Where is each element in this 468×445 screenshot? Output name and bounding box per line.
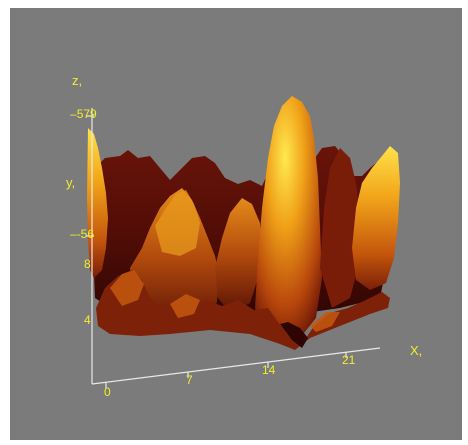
surface-dark-valley — [280, 322, 308, 348]
x-axis-label: X, — [410, 343, 423, 358]
surface-main-peak — [255, 96, 322, 343]
y-tick-label-4: 4 — [84, 313, 91, 327]
surface-front-highlights — [110, 270, 340, 332]
surface-right-ridge — [320, 148, 360, 308]
x-tick-label-14: 14 — [262, 363, 276, 377]
surface-right-peak — [352, 146, 400, 290]
surface-hill-middle — [215, 198, 262, 313]
y-axis-label: y, — [66, 175, 76, 190]
surface-hill-left-top — [155, 190, 200, 256]
z-max-label: –579 — [70, 107, 97, 121]
y-tick-label-8: 8 — [84, 257, 91, 271]
surface-plot-canvas — [86, 96, 400, 388]
axes — [86, 108, 381, 388]
surface-plot-frame: z, –579 y, –-56 8 4 0 7 14 21 X, — [10, 8, 462, 440]
x-tick-label-7: 7 — [186, 373, 193, 387]
z-axis-label: z, — [72, 73, 83, 88]
x-tick-label-21: 21 — [342, 353, 356, 367]
x-tick-label-0: 0 — [104, 385, 111, 399]
z-mid-label: –-56 — [70, 227, 95, 241]
x-axis-line — [91, 347, 381, 385]
